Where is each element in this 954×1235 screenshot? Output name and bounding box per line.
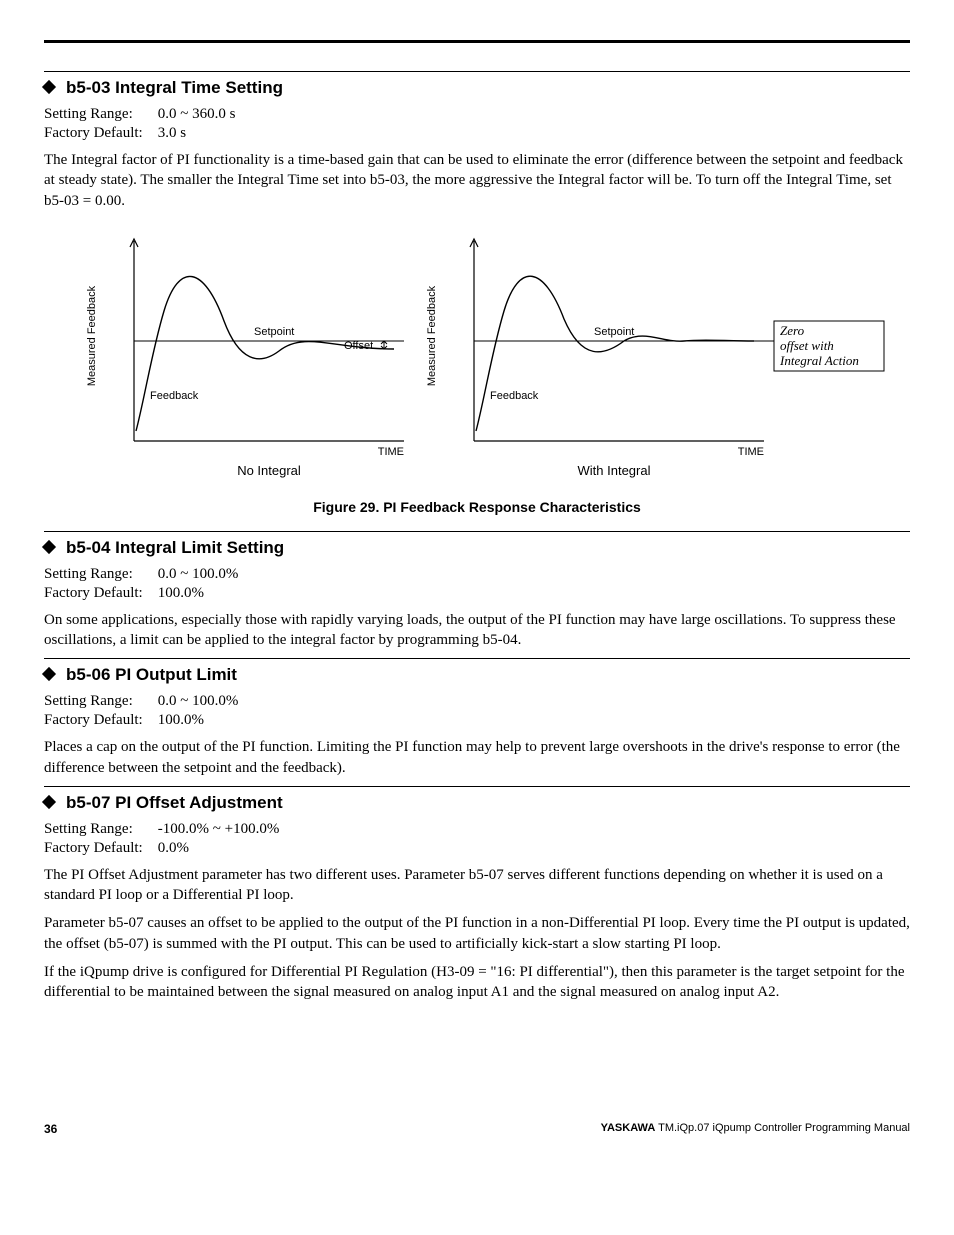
diamond-icon: [42, 795, 56, 809]
section-b5-06: b5-06 PI Output Limit Setting Range: 0.0…: [44, 658, 910, 778]
setting-range-value: 0.0 ~ 360.0 s: [158, 106, 236, 122]
annotation-line2: offset with: [780, 338, 834, 353]
heading-b5-03: b5-03 Integral Time Setting: [44, 78, 910, 98]
para: On some applications, especially those w…: [44, 610, 910, 651]
footer-right: YASKAWA TM.iQp.07 iQpump Controller Prog…: [601, 1122, 910, 1136]
left-feedback-label: Feedback: [150, 390, 199, 402]
para: Parameter b5-07 causes an offset to be a…: [44, 913, 910, 954]
heading-text: b5-07 PI Offset Adjustment: [66, 793, 283, 812]
heading-text: b5-03 Integral Time Setting: [66, 78, 283, 97]
setting-range-row: Setting Range: 0.0 ~ 100.0%: [44, 693, 910, 710]
footer-brand: YASKAWA: [601, 1122, 656, 1134]
heading-text: b5-04 Integral Limit Setting: [66, 538, 284, 557]
figure-caption: Figure 29. PI Feedback Response Characte…: [44, 499, 910, 515]
factory-default-value: 100.0%: [158, 585, 204, 601]
heading-b5-07: b5-07 PI Offset Adjustment: [44, 793, 910, 813]
diamond-icon: [42, 667, 56, 681]
setting-range-label: Setting Range:: [44, 566, 154, 583]
para: Places a cap on the output of the PI fun…: [44, 737, 910, 778]
annotation-line1: Zero: [780, 323, 805, 338]
right-chart-title: With Integral: [578, 463, 651, 478]
page-footer: 36 YASKAWA TM.iQp.07 iQpump Controller P…: [44, 1122, 910, 1136]
figure-29: Measured Feedback Setpoint Offset Feedba…: [44, 221, 910, 515]
annotation-line3: Integral Action: [779, 353, 859, 368]
page-number: 36: [44, 1122, 57, 1136]
factory-default-value: 0.0%: [158, 840, 189, 856]
factory-default-label: Factory Default:: [44, 125, 154, 142]
figure-svg: Measured Feedback Setpoint Offset Feedba…: [44, 221, 910, 481]
section-b5-03: b5-03 Integral Time Setting Setting Rang…: [44, 71, 910, 515]
factory-default-row: Factory Default: 0.0%: [44, 840, 910, 857]
right-setpoint-label: Setpoint: [594, 326, 634, 338]
section-b5-07: b5-07 PI Offset Adjustment Setting Range…: [44, 786, 910, 1003]
left-setpoint-label: Setpoint: [254, 326, 294, 338]
factory-default-row: Factory Default: 100.0%: [44, 712, 910, 729]
right-feedback-label: Feedback: [490, 390, 539, 402]
left-y-label: Measured Feedback: [86, 285, 98, 386]
para: The PI Offset Adjustment parameter has t…: [44, 865, 910, 906]
left-offset-label: Offset: [344, 340, 373, 352]
diamond-icon: [42, 80, 56, 94]
diamond-icon: [42, 540, 56, 554]
setting-range-value: 0.0 ~ 100.0%: [158, 566, 239, 582]
setting-range-value: 0.0 ~ 100.0%: [158, 693, 239, 709]
factory-default-label: Factory Default:: [44, 712, 154, 729]
heading-b5-06: b5-06 PI Output Limit: [44, 665, 910, 685]
section-b5-04: b5-04 Integral Limit Setting Setting Ran…: [44, 531, 910, 651]
top-rule: [44, 40, 910, 43]
factory-default-label: Factory Default:: [44, 585, 154, 602]
factory-default-label: Factory Default:: [44, 840, 154, 857]
right-x-label: TIME: [738, 446, 764, 458]
setting-range-row: Setting Range: -100.0% ~ +100.0%: [44, 821, 910, 838]
left-chart-title: No Integral: [237, 463, 301, 478]
para: If the iQpump drive is configured for Di…: [44, 962, 910, 1003]
heading-b5-04: b5-04 Integral Limit Setting: [44, 538, 910, 558]
factory-default-value: 100.0%: [158, 712, 204, 728]
footer-doc: TM.iQp.07 iQpump Controller Programming …: [655, 1122, 910, 1134]
right-y-label: Measured Feedback: [426, 285, 438, 386]
left-x-label: TIME: [378, 446, 404, 458]
left-feedback-curve: [136, 276, 394, 431]
factory-default-row: Factory Default: 100.0%: [44, 585, 910, 602]
heading-text: b5-06 PI Output Limit: [66, 665, 237, 684]
para: The Integral factor of PI functionality …: [44, 150, 910, 211]
setting-range-row: Setting Range: 0.0 ~ 100.0%: [44, 566, 910, 583]
right-feedback-curve: [476, 276, 754, 431]
setting-range-label: Setting Range:: [44, 693, 154, 710]
setting-range-label: Setting Range:: [44, 106, 154, 123]
factory-default-value: 3.0 s: [158, 125, 186, 141]
setting-range-row: Setting Range: 0.0 ~ 360.0 s: [44, 106, 910, 123]
setting-range-label: Setting Range:: [44, 821, 154, 838]
factory-default-row: Factory Default: 3.0 s: [44, 125, 910, 142]
setting-range-value: -100.0% ~ +100.0%: [158, 821, 280, 837]
